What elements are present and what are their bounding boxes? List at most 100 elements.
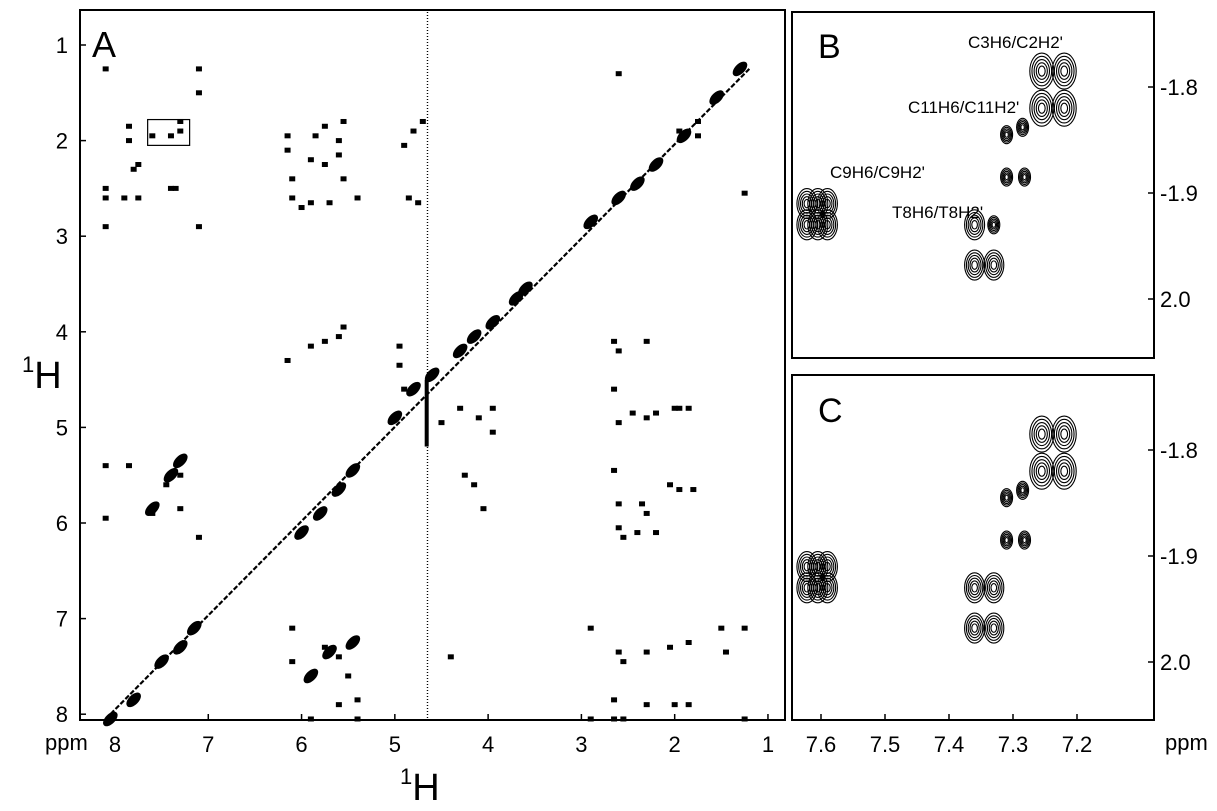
cross-peak bbox=[615, 501, 622, 507]
contour-peak bbox=[1051, 89, 1077, 127]
contour-peak bbox=[964, 612, 986, 644]
y-axis-label-sup: 1 bbox=[22, 352, 34, 377]
cross-peak bbox=[718, 625, 725, 631]
x-tick-label-bc: 7.2 bbox=[1062, 732, 1093, 757]
annotation-c9h6-c9h2: C9H6/C9H2' bbox=[830, 163, 925, 182]
y-axis-label-main: H bbox=[34, 355, 61, 397]
cross-peak bbox=[415, 200, 422, 206]
cross-peak bbox=[471, 482, 478, 488]
contour-peak bbox=[964, 572, 986, 604]
cross-peak bbox=[335, 334, 342, 340]
x-tick-label-a: 1 bbox=[762, 732, 774, 757]
cross-peak bbox=[321, 644, 328, 650]
cross-peak bbox=[177, 506, 184, 512]
cross-peak bbox=[676, 487, 683, 493]
panel-a-plot bbox=[102, 12, 751, 727]
cross-peak bbox=[335, 702, 342, 708]
cross-peak bbox=[611, 697, 618, 703]
cross-peak bbox=[401, 386, 408, 392]
diagonal-blob bbox=[103, 711, 118, 727]
cross-peak bbox=[345, 673, 352, 679]
y-tick-label-right: -1.9 bbox=[1160, 544, 1198, 569]
diagonal-blob bbox=[322, 644, 337, 660]
cross-peak bbox=[340, 324, 347, 330]
cross-peak bbox=[653, 530, 660, 536]
cross-peak bbox=[611, 386, 618, 392]
cross-peak bbox=[172, 185, 179, 191]
y-tick-label-a: 7 bbox=[56, 607, 68, 632]
cross-peak bbox=[195, 224, 202, 230]
y-tick-label-right: -1.8 bbox=[1160, 438, 1198, 463]
panel-b-frame bbox=[791, 11, 1155, 359]
cross-peak bbox=[125, 463, 132, 469]
inset-region-box bbox=[147, 118, 191, 146]
diagonal-blob bbox=[732, 61, 748, 77]
x-tick-label-a: 3 bbox=[575, 732, 587, 757]
panel-b-plot bbox=[796, 52, 1077, 281]
x-tick-label-a: 4 bbox=[482, 732, 494, 757]
diagonal-blob bbox=[583, 214, 599, 230]
cross-peak bbox=[653, 410, 660, 416]
cross-peak bbox=[195, 534, 202, 540]
cross-peak bbox=[643, 649, 650, 655]
contour-peak bbox=[1029, 52, 1055, 90]
contour-peak bbox=[983, 249, 1005, 281]
cross-peak bbox=[475, 415, 482, 421]
contour-peak bbox=[1016, 117, 1030, 137]
cross-peak bbox=[289, 176, 296, 182]
cross-peak bbox=[634, 530, 641, 536]
diagonal-blob bbox=[312, 506, 328, 521]
unit-right: ppm bbox=[1165, 730, 1208, 755]
contour-peak bbox=[1017, 530, 1032, 550]
x-tick-label-a: 7 bbox=[202, 732, 214, 757]
y-tick-label-right: -1.8 bbox=[1160, 75, 1198, 100]
cross-peak bbox=[685, 405, 692, 411]
cross-peak bbox=[102, 463, 109, 469]
x-axis-label: 1H bbox=[400, 764, 440, 809]
cross-peak bbox=[102, 224, 109, 230]
cross-peak bbox=[741, 716, 748, 722]
cross-peak bbox=[419, 118, 426, 124]
x-tick-label-a: 6 bbox=[295, 732, 307, 757]
y-axis-label: 1H bbox=[22, 352, 62, 397]
cross-peak bbox=[177, 118, 184, 124]
cross-peak bbox=[307, 157, 314, 163]
cross-peak bbox=[135, 195, 142, 201]
cross-peak bbox=[447, 654, 454, 660]
cross-peak bbox=[335, 138, 342, 144]
cross-peak bbox=[326, 200, 333, 206]
cross-peak bbox=[615, 649, 622, 655]
cross-peak bbox=[163, 482, 170, 488]
cross-peak bbox=[489, 429, 496, 435]
cross-peak bbox=[410, 128, 417, 134]
cross-peak bbox=[396, 362, 403, 368]
contour-peak bbox=[1017, 167, 1032, 187]
cross-peak bbox=[321, 338, 328, 344]
cross-peak bbox=[695, 133, 701, 139]
contour-peak bbox=[816, 572, 838, 604]
cross-peak bbox=[335, 654, 342, 660]
diagonal-blob bbox=[630, 176, 645, 191]
y-tick-label-right: -1.9 bbox=[1160, 181, 1198, 206]
cross-peak bbox=[289, 659, 296, 665]
cross-peak bbox=[461, 472, 468, 478]
cross-peak bbox=[125, 123, 132, 129]
cross-peak bbox=[312, 133, 319, 139]
cross-peak bbox=[587, 716, 594, 722]
cross-peak bbox=[289, 195, 296, 201]
cross-peak bbox=[615, 525, 622, 531]
diagonal-blob bbox=[485, 314, 501, 330]
diagonal-blob bbox=[145, 501, 160, 516]
diagonal-blob bbox=[173, 639, 188, 655]
contour-peak bbox=[1029, 452, 1055, 490]
y-tick-label-right: 2.0 bbox=[1160, 650, 1191, 675]
panel-a-label: A bbox=[92, 24, 116, 65]
panel-c-plot bbox=[796, 415, 1077, 644]
diagonal-blob bbox=[154, 654, 169, 669]
unit-left: ppm bbox=[45, 730, 88, 755]
cross-peak bbox=[307, 200, 314, 206]
cross-peak bbox=[321, 162, 328, 167]
cross-peak bbox=[321, 123, 328, 129]
y-tick-label-a: 6 bbox=[56, 511, 68, 536]
